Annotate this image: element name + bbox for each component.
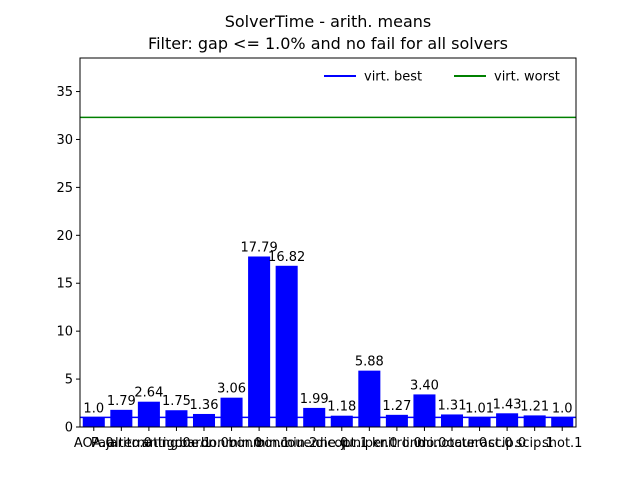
- y-tick-label-5: 5: [65, 373, 73, 388]
- data-label-juniper.0: 5.88: [355, 355, 384, 370]
- x-tick-label-octeract.0: octeract.0: [446, 436, 512, 451]
- data-label-shot.1: 1.0: [552, 401, 573, 416]
- x-axis: AOA.0Pajarito.0alternating.0antigone.1ba…: [74, 427, 582, 451]
- data-label-scip.1: 1.21: [520, 399, 549, 414]
- x-tick-label-bonmin.0: bonmin.0: [201, 436, 262, 451]
- data-label-bonmin.1: 17.79: [241, 240, 278, 255]
- x-tick-label-knitro.0: knitro.0: [372, 436, 422, 451]
- y-tick-label-10: 10: [56, 325, 73, 340]
- x-tick-label-bonmin.2: bonmin.2: [256, 436, 317, 451]
- bar-lindo.0: [413, 394, 436, 427]
- bar-octeract.0: [468, 417, 491, 427]
- data-label-knitro.0: 1.27: [382, 399, 411, 414]
- bars-group: [82, 256, 574, 427]
- legend-label-virt-worst: virt. worst: [494, 70, 560, 85]
- data-label-scip.0: 1.43: [493, 397, 522, 412]
- bar-Pajarito.0: [110, 409, 133, 427]
- y-axis: 0 5 10 15 20 25 30 35: [56, 85, 80, 436]
- data-label-antigone.1: 1.75: [162, 394, 191, 409]
- bar-antigone.1: [165, 410, 188, 427]
- data-label-alternating.0: 2.64: [134, 386, 163, 401]
- y-tick-label-35: 35: [56, 85, 73, 100]
- legend-label-virt-best: virt. best: [364, 70, 422, 85]
- x-tick-label-AOA.0: AOA.0: [74, 436, 114, 451]
- bar-bonmin.1: [248, 256, 271, 427]
- data-label-bonmin.0: 3.06: [217, 382, 246, 397]
- x-tick-label-baron.0: baron.0: [179, 436, 229, 451]
- data-label-AOA.0: 1.0: [83, 401, 104, 416]
- data-label-bonmin.2: 16.82: [268, 250, 305, 265]
- bar-knitro.0: [385, 414, 408, 427]
- bar-bonmin.0: [220, 397, 243, 427]
- y-tick-label-0: 0: [65, 421, 73, 436]
- plot-frame: [79, 57, 577, 428]
- x-tick-label-alternating.0: alternating.0: [107, 436, 191, 451]
- x-tick-label-juniper.0: juniper.0: [340, 436, 398, 451]
- bar-shot.1: [551, 417, 574, 427]
- bar-minotaur.0: [440, 414, 464, 427]
- y-tick-label-15: 15: [56, 277, 73, 292]
- data-label-minotaur.0: 1.31: [438, 398, 467, 413]
- chart-subtitle: Filter: gap <= 1.0% and no fail for all …: [148, 34, 508, 53]
- data-label-lindo.0: 3.40: [410, 378, 439, 393]
- bar-scip.1: [523, 415, 546, 427]
- bar-dicopt.1: [330, 415, 353, 427]
- x-tick-label-shot.1: shot.1: [542, 436, 582, 451]
- y-tick-label-30: 30: [56, 133, 73, 148]
- chart-title: SolverTime - arith. means: [225, 12, 432, 31]
- x-tick-label-scip.1: scip.1: [516, 436, 554, 451]
- x-tick-label-scip.0: scip.0: [488, 436, 526, 451]
- data-label-dicopt.1: 1.18: [327, 400, 356, 415]
- bar-juniper.0: [358, 370, 381, 427]
- data-label-Pajarito.0: 1.79: [107, 394, 136, 409]
- legend: virt. best virt. worst: [324, 70, 560, 85]
- data-label-octeract.0: 1.01: [465, 401, 494, 416]
- x-tick-label-Pajarito.0: Pajarito.0: [91, 436, 152, 451]
- bar-baron.0: [192, 413, 216, 427]
- bar-scip.0: [496, 413, 519, 427]
- data-label-couenne.0: 1.99: [300, 392, 329, 407]
- y-tick-label-25: 25: [56, 181, 73, 196]
- bar-alternating.0: [137, 401, 160, 427]
- bar-bonmin.2: [275, 265, 298, 427]
- x-tick-label-antigone.1: antigone.1: [142, 436, 212, 451]
- data-labels-group: 1.01.792.641.751.363.0617.7916.821.991.1…: [83, 240, 572, 416]
- x-tick-label-couenne.0: couenne.0: [280, 436, 348, 451]
- x-tick-label-minotaur.0: minotaur.0: [417, 436, 487, 451]
- bar-AOA.0: [82, 417, 105, 427]
- x-tick-label-lindo.0: lindo.0: [403, 436, 447, 451]
- x-tick-label-bonmin.1: bonmin.1: [228, 436, 289, 451]
- x-tick-label-dicopt.1: dicopt.1: [315, 436, 368, 451]
- reference-lines-group: [80, 116, 576, 419]
- data-label-baron.0: 1.36: [190, 398, 219, 413]
- y-tick-label-20: 20: [56, 229, 73, 244]
